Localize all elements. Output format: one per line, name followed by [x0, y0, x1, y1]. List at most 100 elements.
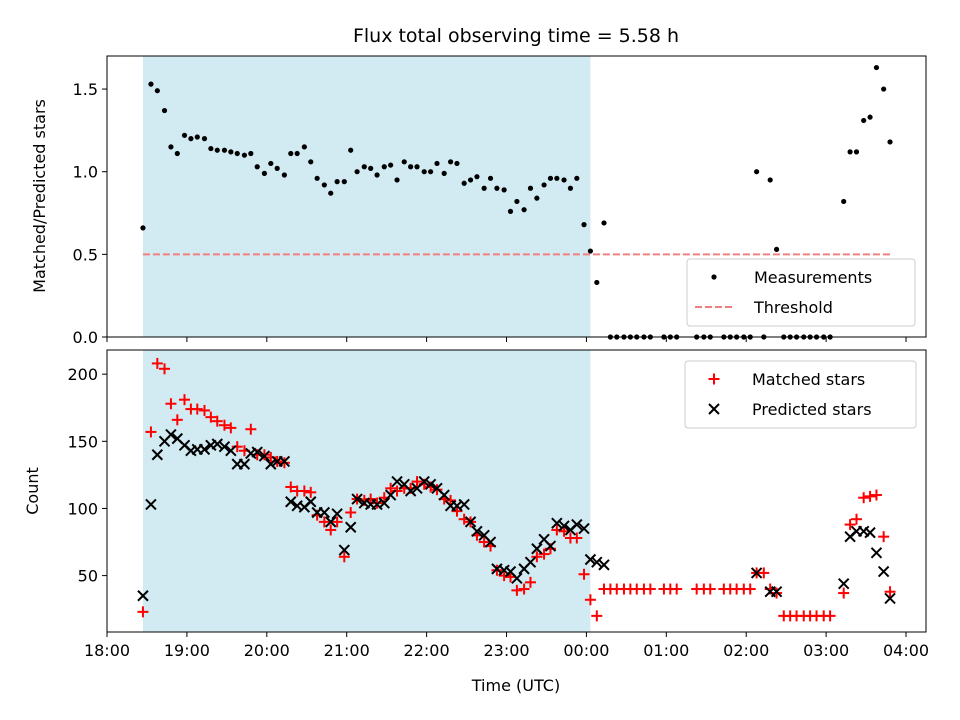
count-panel-shade-layer: [142, 350, 591, 632]
y-tick-label: 0.5: [73, 245, 98, 264]
predicted-star-point: [211, 438, 223, 450]
legend-cross-glyph: [708, 403, 720, 415]
ratio-panel: 0.0 0.5 1.0 1.5 Matched/Predicted stars Mea…: [30, 55, 927, 347]
legend-predicted-label: Predicted stars: [752, 400, 872, 419]
measurement-point: [434, 160, 440, 167]
legend-threshold-label: Threshold: [753, 298, 833, 317]
x-tick-label: 18:00: [84, 641, 130, 660]
predicted-star-point: [438, 489, 450, 501]
matched-star-point: [864, 490, 876, 502]
measurement-point: [514, 198, 520, 205]
matched-star-point: [584, 594, 596, 606]
y-tick-label: 150: [67, 432, 98, 451]
measurement-point: [414, 164, 420, 170]
predicted-star-point: [484, 536, 497, 548]
matched-star-point: [345, 506, 357, 518]
predicted-star-point: [511, 572, 523, 584]
legend-measurements-label: Measurements: [754, 268, 872, 287]
predicted-star-point: [325, 516, 337, 528]
predicted-star-point: [137, 590, 149, 602]
matched-star-point: [179, 394, 191, 406]
predicted-star-point: [338, 544, 351, 556]
count-legend-box: [684, 360, 917, 429]
measurement-point: [321, 182, 327, 188]
matched-star-point: [824, 610, 836, 622]
matched-star-point: [145, 426, 157, 438]
predicted-star-point: [864, 526, 876, 539]
measurement-point: [574, 175, 580, 181]
measurement-point: [348, 147, 354, 153]
predicted-star-point: [418, 475, 430, 488]
x-tick-label: 03:00: [803, 641, 849, 660]
measurement-point: [154, 88, 160, 94]
measurement-point: [887, 139, 893, 145]
measurement-point: [861, 117, 867, 124]
ratio-x-axis: [106, 337, 907, 342]
count-panel: 50 100 150 200 18:00 19:00 20:00 21:00 22:00 23:…: [23, 349, 929, 695]
ratio-panel-frame: [106, 55, 927, 338]
x-tick-label: 00:00: [563, 641, 609, 660]
matched-star-point: [245, 423, 257, 435]
measurement-point: [368, 165, 374, 171]
y-tick-label: 1.0: [73, 163, 98, 182]
matched-star-point: [858, 492, 870, 504]
matched-star-point: [171, 414, 183, 426]
measurement-point: [248, 150, 254, 157]
measurement-point: [234, 150, 240, 157]
matched-star-point: [137, 606, 149, 618]
measurement-point: [867, 114, 873, 120]
measurement-point: [341, 179, 347, 185]
matched-star-point: [338, 551, 350, 563]
measurement-point: [873, 64, 880, 71]
matched-star-point: [385, 482, 397, 494]
measurement-point: [374, 172, 380, 178]
predicted-star-point: [258, 450, 271, 462]
predicted-star-point: [318, 506, 331, 519]
predicted-star-point: [870, 547, 883, 559]
matched-star-point: [744, 583, 756, 595]
legend-predicted-marker: [708, 403, 720, 415]
predicted-star-point: [378, 497, 390, 509]
measurement-point: [274, 165, 280, 171]
measurement-point: [554, 175, 560, 181]
predicted-star-point: [305, 496, 317, 508]
ratio-y-axis: 0.0 0.5 1.0 1.5: [73, 80, 107, 347]
measurement-point: [447, 159, 454, 165]
predicted-star-point: [544, 540, 557, 552]
measurement-point: [188, 136, 194, 142]
chart-title: Flux total observing time = 5.58 h: [353, 25, 679, 47]
measurement-point: [381, 164, 387, 170]
x-tick-label: 20:00: [244, 641, 290, 660]
measurement-point: [581, 222, 587, 228]
matched-star-point: [844, 519, 856, 531]
predicted-star-point: [770, 586, 783, 598]
measurement-point: [421, 169, 427, 175]
measurement-point: [388, 162, 394, 168]
matched-star-point: [285, 481, 297, 493]
measurement-point: [161, 107, 168, 114]
measurement-point: [228, 149, 234, 155]
measurement-point: [494, 185, 500, 191]
matched-star-point: [211, 415, 223, 427]
predicted-star-point: [285, 496, 297, 508]
predicted-star-point: [884, 592, 896, 605]
measurement-point: [428, 169, 434, 175]
predicted-star-point: [524, 556, 537, 568]
matched-star-point: [538, 548, 550, 560]
y-tick-label: 100: [67, 499, 98, 518]
matched-star-point: [704, 583, 716, 595]
matched-star-point: [159, 363, 171, 375]
measurement-point: [288, 150, 294, 157]
legend-plus-glyph: [708, 373, 720, 385]
matched-star-point: [318, 516, 330, 528]
matched-star-point: [298, 485, 310, 497]
count-panel-frame: [106, 349, 927, 633]
matched-star-point: [578, 568, 590, 580]
matched-star-point: [531, 551, 543, 563]
predicted-star-point: [238, 458, 251, 470]
predicted-star-point: [591, 556, 603, 568]
matched-star-point: [411, 476, 423, 488]
matched-star-point: [758, 567, 770, 579]
measurement-point: [308, 159, 314, 165]
measurement-point: [754, 169, 760, 175]
